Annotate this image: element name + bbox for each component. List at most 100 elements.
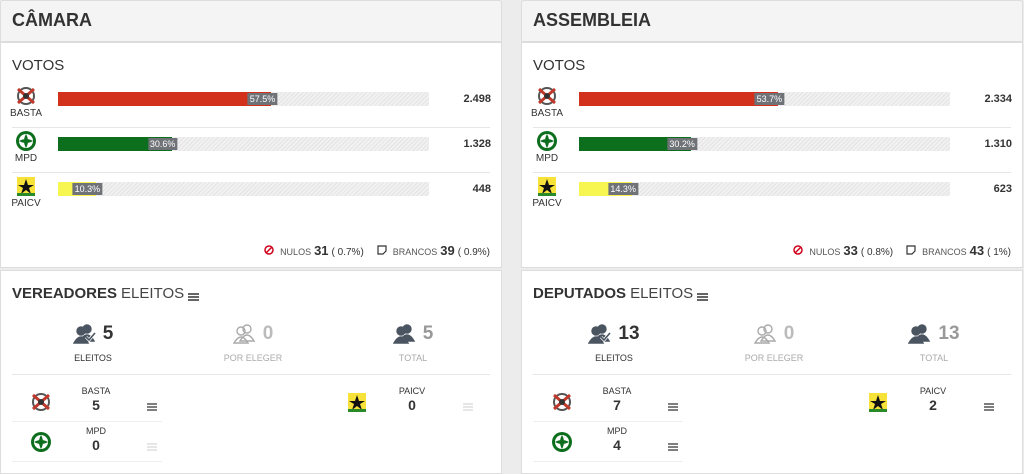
icon-shape [793,245,804,255]
menu-lines [147,443,157,451]
null-svg [793,245,804,255]
icon-shape [544,93,550,99]
icon-shape [591,326,602,336]
invalid-votes: NULOS 31( 0.7%) BRANCOS 39( 0.9%) [264,243,490,258]
icon-shape [242,324,252,334]
blank-percent: ( 1%) [987,247,1011,258]
row-divider [533,172,1011,173]
result-panel: ASSEMBLEIA VOTOS BASTA 53.7% 2.334 MPD 30.2% 1.… [521,0,1023,474]
icon-shape [538,193,556,196]
icon-shape [540,134,554,148]
vote-count: 2.498 [463,93,491,105]
party-logo-svg [537,131,557,151]
seat-divider [12,421,162,422]
icon-shape [377,245,387,255]
bar-fill [579,92,779,106]
icon-shape [538,87,556,105]
icon-shape [238,334,255,342]
menu-svg [188,292,200,301]
icon-shape [753,336,770,344]
elected-menu[interactable] [188,289,200,301]
party-name: BASTA [530,108,564,119]
seat-party: PAICV [919,386,947,396]
menu-icon[interactable] [668,398,678,411]
party-logo-svg [553,393,571,411]
icon-shape [85,332,96,342]
blank-count: 43 [969,243,985,258]
icon-shape [17,193,35,196]
menu-icon[interactable] [463,398,473,411]
section-divider [12,374,490,375]
vote-count: 1.328 [463,138,491,150]
seat-count: 0 [408,397,416,413]
party-name: PAICV [11,198,41,209]
elected-menu[interactable] [697,289,709,301]
panel-title: ASSEMBLEIA [533,10,652,30]
bar-track: 14.3% [579,182,950,196]
elected-title: DEPUTADOS ELEITOS [533,285,709,302]
stat-value: 0 [783,323,795,344]
vote-count: 448 [472,183,491,195]
menu-icon[interactable] [147,398,157,411]
stat-icon [588,323,612,345]
icon-shape [588,336,605,344]
menu-icon[interactable] [147,438,157,451]
seat-party: BASTA [81,386,111,396]
stat-value: 13 [618,323,640,344]
row-divider [533,127,1011,128]
menu-icon[interactable] [984,398,994,411]
icon-shape [794,246,802,254]
null-label: NULOS [809,247,841,257]
party-logo [15,85,37,107]
row-divider [12,127,490,128]
blank-count: 39 [440,243,455,258]
party-logo [536,130,558,152]
icon-shape [38,399,44,405]
bar-track: 30.2% [579,137,950,151]
party-logo [15,130,37,152]
panel-header: CÂMARA [0,0,502,42]
icon-shape [911,326,922,336]
stat-icon [753,323,778,345]
icon-shape [396,326,406,336]
seat-count: 0 [92,437,100,453]
null-percent: ( 0.7%) [331,247,364,258]
party-logo-svg [538,87,556,105]
party-logo-svg [17,177,35,196]
null-percent: ( 0.8%) [860,247,894,258]
menu-icon[interactable] [668,438,678,451]
panel-title: CÂMARA [12,10,92,30]
party-name: MPD [14,153,38,164]
party-logo [30,391,52,413]
icon-shape [759,334,776,342]
icon-shape [264,245,274,255]
menu-svg [668,443,678,451]
bar-percent: 53.7% [754,93,785,105]
icon-shape [348,409,366,412]
votes-title: VOTOS [533,57,586,74]
people-svg [908,324,931,344]
blank-label: BRANCOS [922,247,967,257]
blank-svg [377,245,387,255]
menu-svg [147,403,157,411]
seat-divider [533,421,683,422]
party-logo-svg [31,432,51,452]
bar-percent: 10.3% [72,183,103,195]
bar-percent: 30.6% [147,138,178,150]
icon-shape [34,435,48,449]
icon-shape [72,336,89,344]
icon-shape [349,395,365,410]
bar-percent: 57.5% [247,93,278,105]
party-logo [867,391,889,413]
stat-value: 0 [262,323,274,344]
stat-label: ELEITOS [74,353,112,363]
menu-svg [984,403,994,411]
party-name: MPD [535,153,559,164]
icon-shape [32,393,50,411]
icon-shape [600,332,612,342]
party-logo-svg [348,393,366,412]
seat-party: MPD [607,426,627,436]
invalid-votes: NULOS 33( 0.8%) BRANCOS 43( 1%) [793,243,1011,258]
party-logo [30,431,52,453]
